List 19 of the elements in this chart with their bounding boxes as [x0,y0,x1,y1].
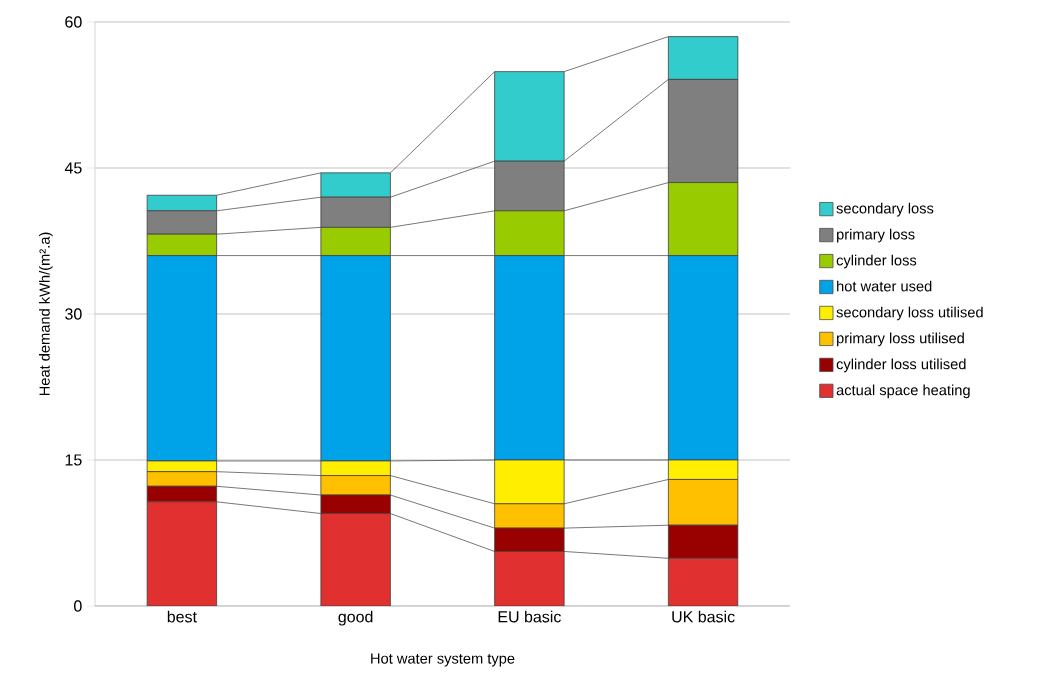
x-tick-label: good [338,610,373,626]
legend-label: primary loss utilised [837,332,964,347]
legend-label: secondary loss utilised [836,306,983,321]
legend-label: primary loss [837,228,915,243]
y-tick-label: 30 [65,308,82,320]
legend-label: cylinder loss [836,254,917,269]
legend-label: hot water used [837,280,932,292]
legend-label: secondary loss [836,202,934,217]
x-tick-label: best [167,610,197,623]
y-tick-label: 15 [65,454,82,466]
x-tick-label: EU basic [498,610,561,623]
y-tick-label: 45 [64,162,82,174]
y-tick-label: 0 [74,600,82,612]
legend-label: actual space heating [836,384,970,399]
x-tick-label: UK basic [672,610,735,623]
legend-label: cylinder loss utilised [836,358,966,373]
x-axis-title: Hot water system type [371,653,515,667]
y-axis-title: Heat demand kWh/(m².a) [39,232,53,396]
y-tick-label: 60 [65,16,82,28]
